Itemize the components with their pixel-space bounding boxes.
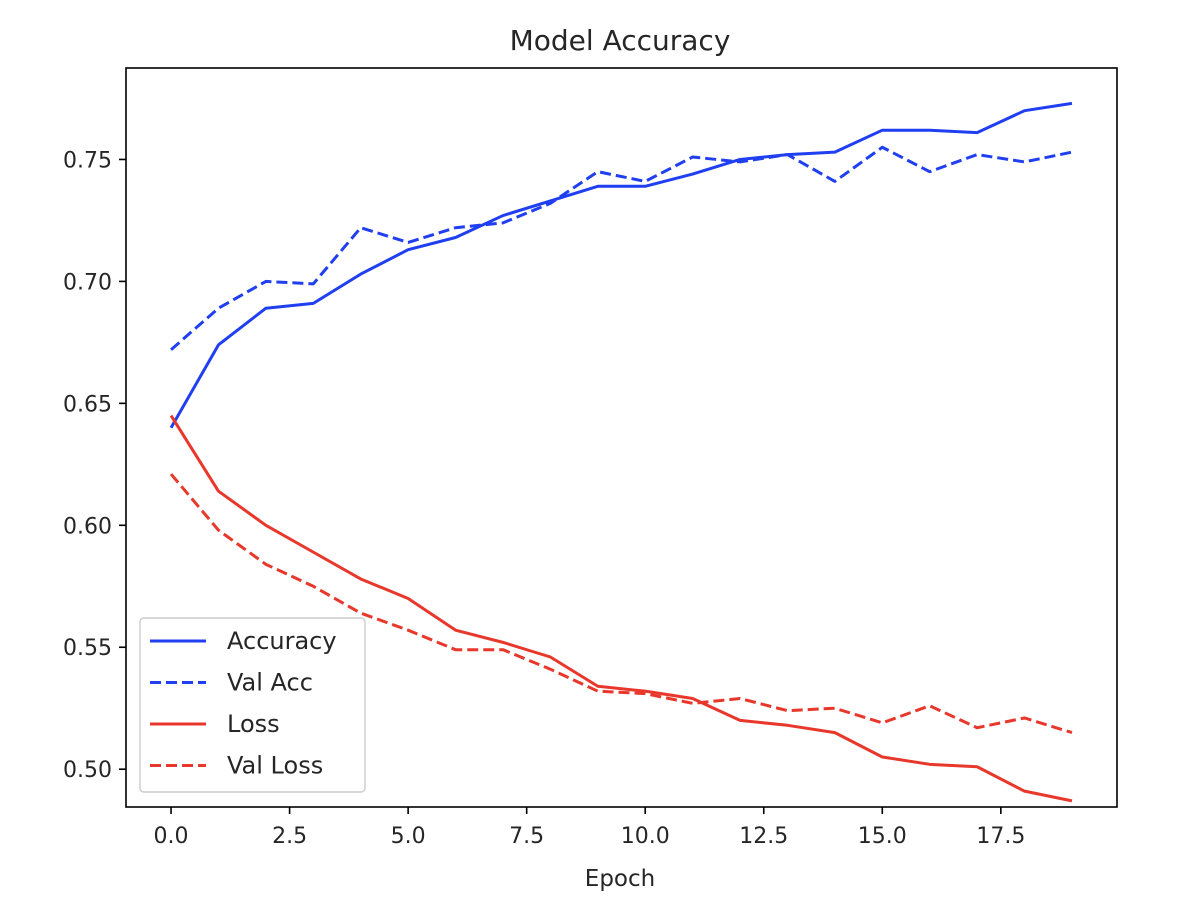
legend-label: Val Loss — [227, 752, 323, 780]
x-tick-label: 10.0 — [621, 824, 670, 849]
x-tick-label: 0.0 — [154, 824, 189, 849]
series-lines — [169, 101, 1073, 803]
x-axis-label: Epoch — [585, 866, 655, 892]
y-tick-label: 0.55 — [63, 636, 112, 661]
x-tick-label: 5.0 — [391, 824, 426, 849]
legend-box — [139, 617, 366, 793]
y-tick-label: 0.75 — [63, 148, 112, 173]
x-tick-label: 17.5 — [976, 824, 1025, 849]
y-tick-label: 0.60 — [63, 514, 112, 539]
plot-area: 0.0 2.5 5.0 7.5 10.0 12.5 15.0 17.5 0.50 0.55 0.60… — [63, 67, 1118, 849]
y-tick-label: 0.70 — [63, 270, 112, 295]
y-tick-label: 0.65 — [63, 392, 112, 417]
x-tick-label: 12.5 — [739, 824, 788, 849]
legend-label: Accuracy — [227, 627, 337, 655]
legend: Accuracy Val Acc Loss Val Loss — [139, 617, 366, 793]
y-tick-label: 0.50 — [63, 758, 112, 783]
series-line-val-acc — [170, 145, 1073, 351]
series-line-loss — [169, 414, 1073, 803]
legend-label: Loss — [227, 710, 280, 738]
series-line-accuracy — [169, 101, 1073, 429]
series-line-val-loss — [169, 473, 1073, 735]
x-tick-label: 15.0 — [858, 824, 907, 849]
x-tick-label: 2.5 — [272, 824, 307, 849]
plot-frame — [125, 67, 1118, 808]
chart-title: Model Accuracy — [510, 24, 731, 57]
x-tick-label: 7.5 — [509, 824, 544, 849]
legend-label: Val Acc — [227, 669, 313, 697]
